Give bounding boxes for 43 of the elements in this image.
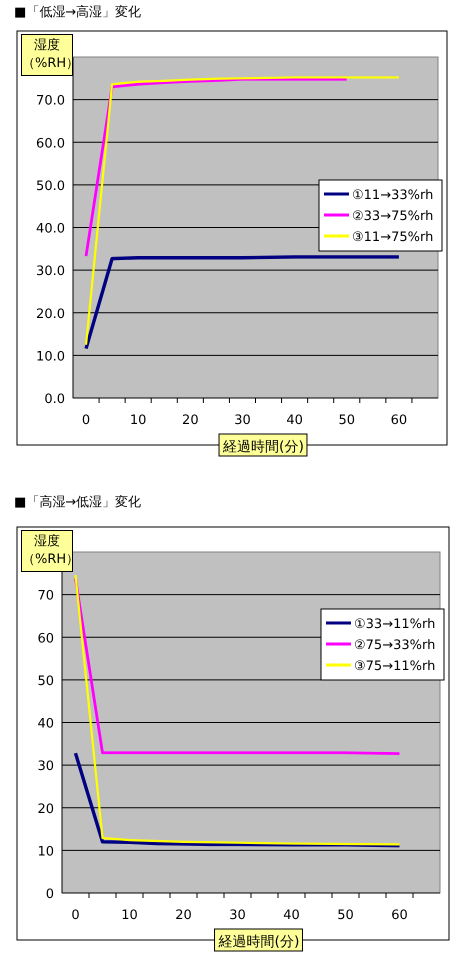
y-tick-label: 20 — [37, 802, 54, 817]
chart-title: ■「低湿→高湿」変化 — [14, 4, 142, 20]
x-tick-label: 30 — [234, 413, 251, 428]
y-tick-label: 0.0 — [44, 392, 65, 407]
x-axis-title: 経過時間(分) — [222, 439, 304, 455]
y-tick-label: 10 — [37, 844, 54, 860]
x-tick-label: 0 — [71, 908, 80, 923]
x-tick-label: 30 — [229, 908, 246, 923]
x-tick-label: 0 — [82, 413, 90, 428]
y-tick-label: 30.0 — [36, 264, 65, 280]
y-tick-label: 60.0 — [36, 136, 65, 152]
x-tick-label: 20 — [182, 413, 199, 428]
x-tick-label: 20 — [175, 908, 192, 923]
legend-label: ②33→75%rh — [352, 209, 434, 224]
y-tick-label: 10.0 — [36, 349, 65, 364]
x-tick-label: 60 — [391, 908, 408, 923]
chart-title: ■「高湿→低湿」変化 — [14, 494, 142, 510]
y-tick-label: 40 — [37, 716, 54, 732]
x-tick-label: 10 — [121, 908, 138, 923]
x-tick-label: 10 — [130, 413, 146, 428]
y-tick-label: 50 — [37, 674, 54, 689]
legend-label: ③75→11%rh — [354, 659, 436, 674]
x-tick-label: 60 — [390, 413, 408, 428]
y-tick-label: 0 — [46, 887, 54, 902]
x-tick-label: 40 — [286, 413, 303, 428]
x-axis-title: 経過時間(分) — [218, 934, 300, 950]
y-tick-label: 20.0 — [36, 306, 65, 322]
y-tick-label: 70 — [37, 588, 54, 604]
legend-label: ③11→75%rh — [352, 230, 434, 245]
line-series — [84, 255, 401, 350]
y-axis-title: 湿度（%RH） — [21, 533, 74, 569]
y-tick-label: 30 — [37, 759, 54, 774]
x-tick-label: 40 — [283, 908, 300, 923]
y-tick-label: 40.0 — [36, 222, 65, 236]
y-axis-title: 湿度（%RH） — [21, 37, 74, 73]
y-tick-label: 70.0 — [36, 94, 65, 109]
y-tick-label: 50.0 — [36, 178, 65, 194]
legend-label: ①33→11%rh — [354, 617, 436, 632]
x-tick-label: 50 — [337, 908, 354, 923]
y-tick-label: 60 — [37, 631, 54, 646]
legend-label: ①11→33%rh — [352, 188, 434, 203]
x-tick-label: 50 — [338, 413, 356, 428]
legend-label: ②75→33%rh — [354, 638, 436, 653]
